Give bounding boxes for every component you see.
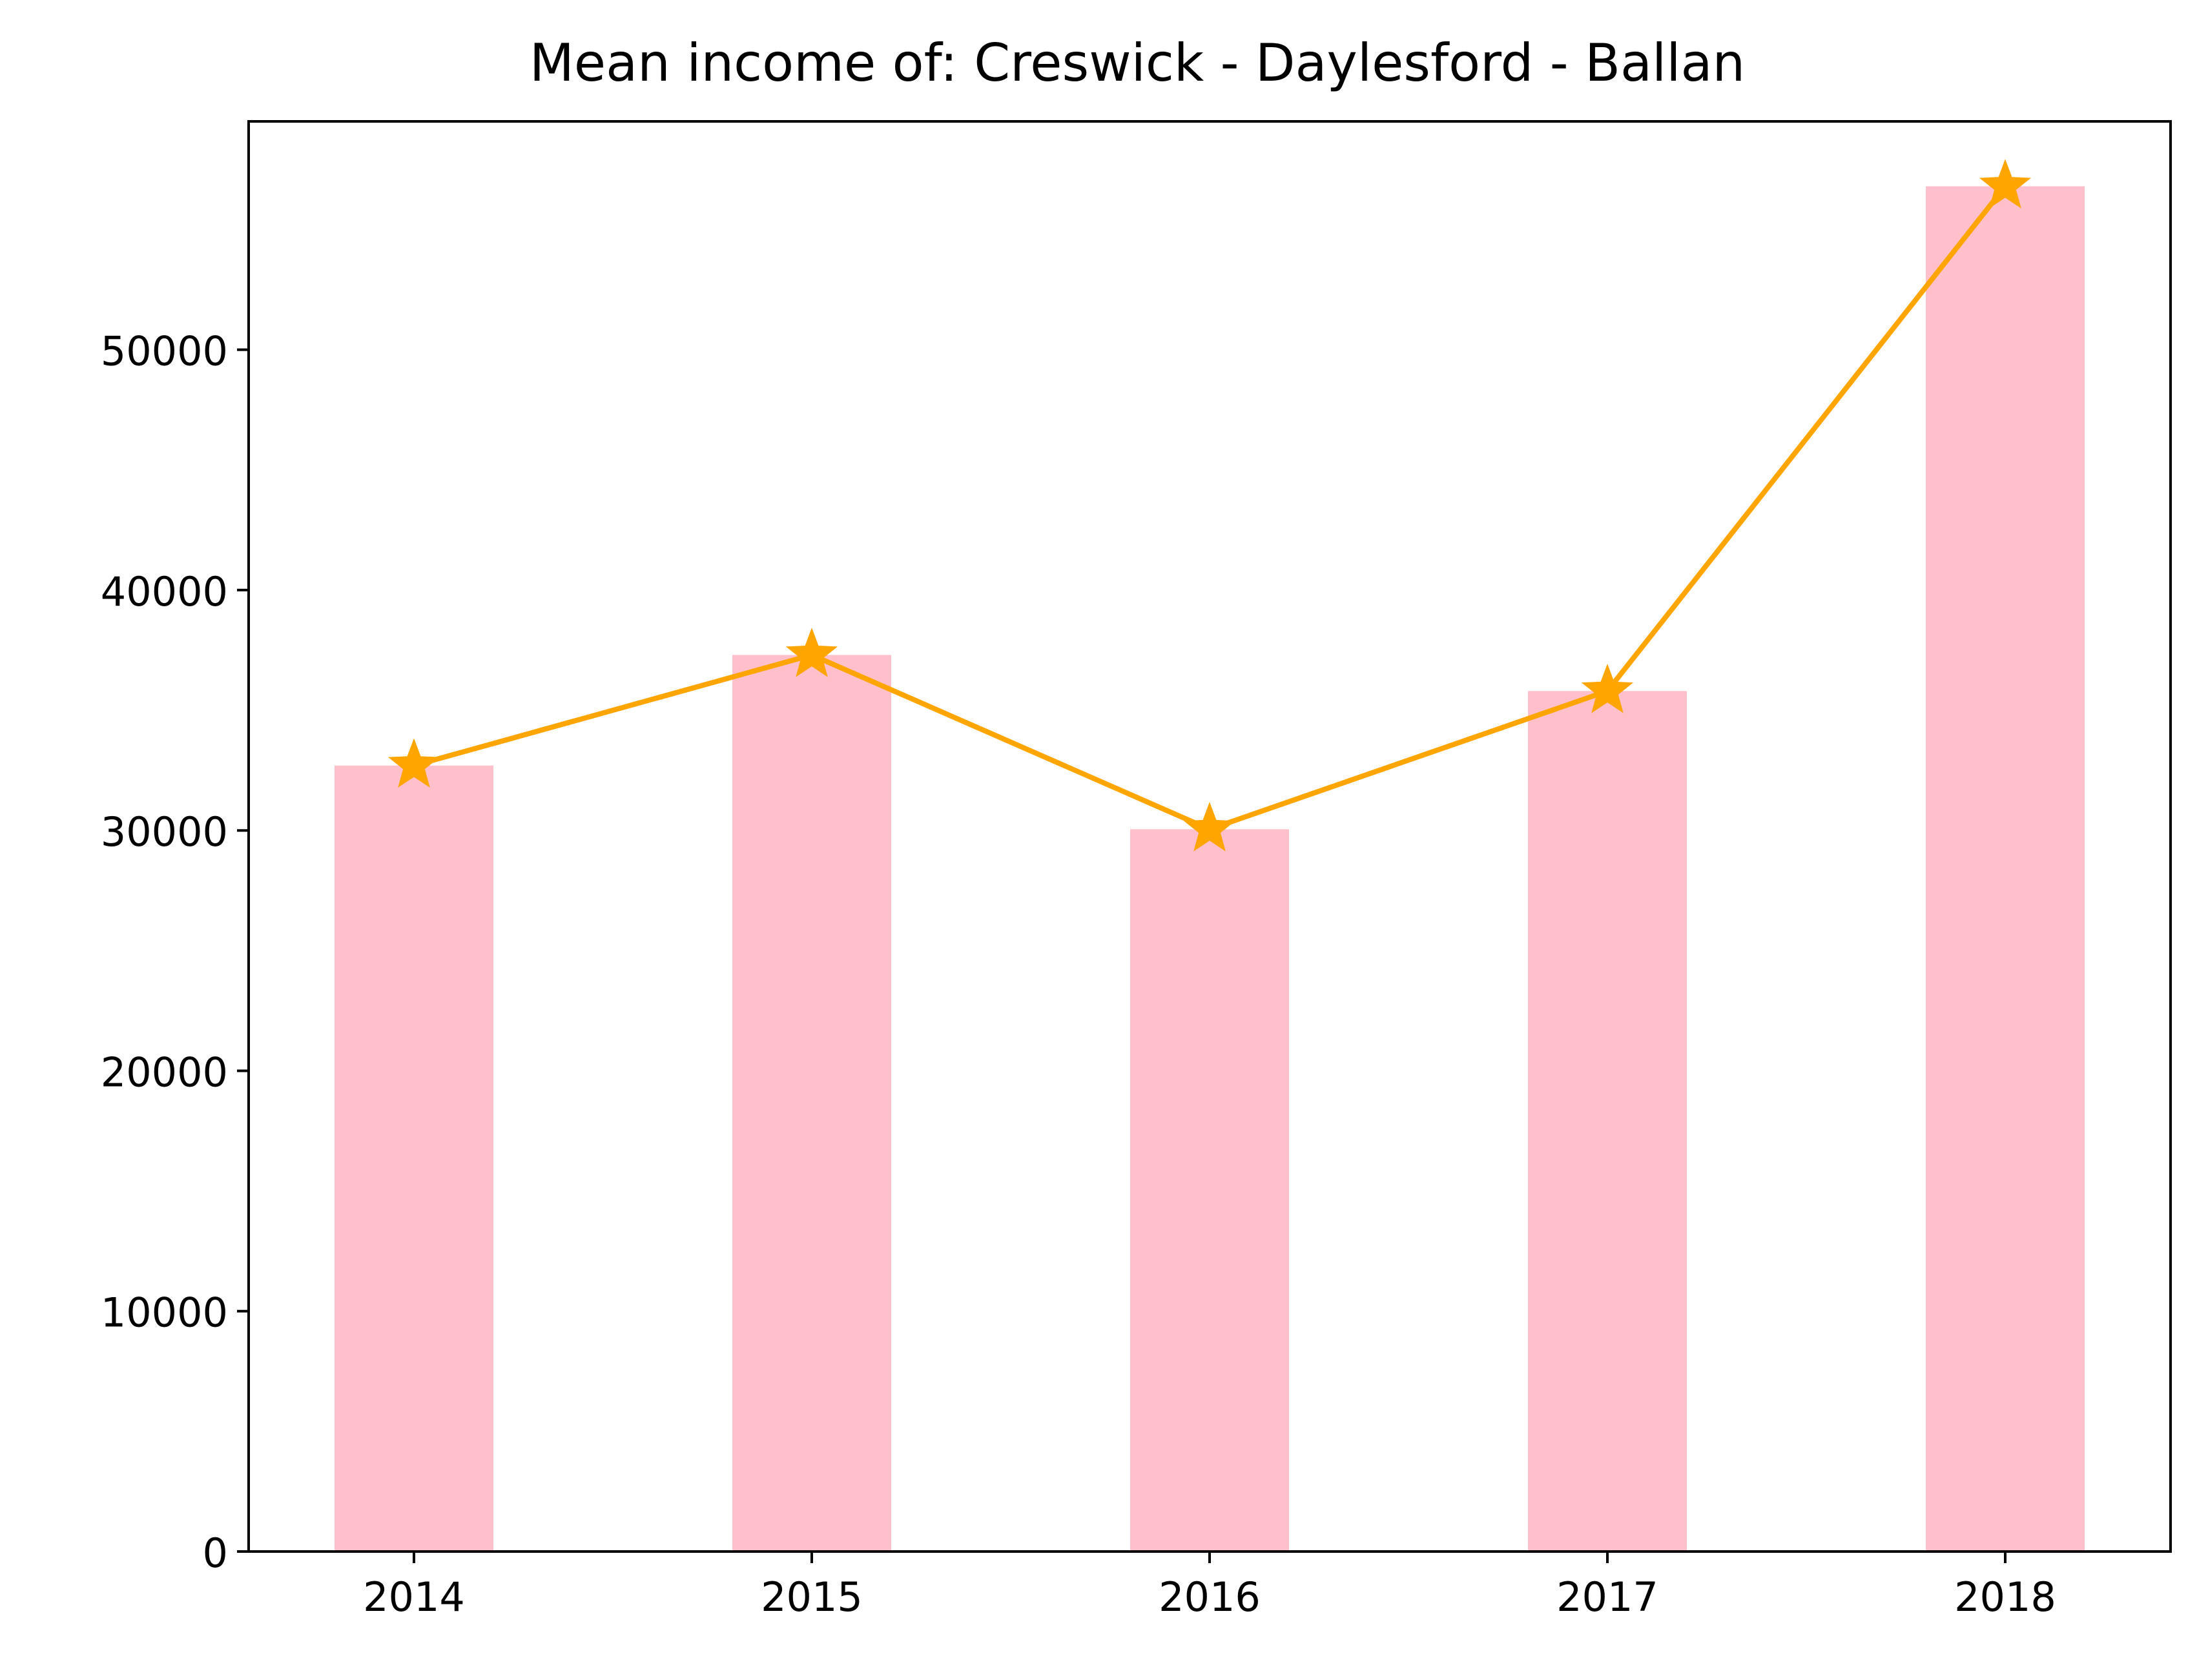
y-tick-label: 40000 xyxy=(101,568,228,615)
bar-2018 xyxy=(1926,186,2085,1552)
y-tick-label: 30000 xyxy=(101,808,228,855)
x-tick-label: 2018 xyxy=(1954,1573,2056,1621)
star-marker-2015 xyxy=(785,628,838,677)
star-marker-2018 xyxy=(1979,159,2032,209)
plot-frame xyxy=(247,120,2172,1553)
y-tick-label: 10000 xyxy=(101,1289,228,1337)
x-tick-label: 2017 xyxy=(1556,1573,1658,1621)
bar-2016 xyxy=(1130,829,1289,1552)
bar-2017 xyxy=(1528,691,1687,1552)
x-tick-label: 2016 xyxy=(1159,1573,1261,1621)
x-tick-label: 2014 xyxy=(363,1573,465,1621)
bar-group xyxy=(335,186,2085,1552)
bar-2015 xyxy=(732,655,891,1552)
chart-title: Mean income of: Creswick - Daylesford - … xyxy=(530,33,1745,93)
y-tick-label: 20000 xyxy=(101,1049,228,1096)
line-series xyxy=(387,159,2032,852)
bar-2014 xyxy=(335,765,493,1552)
star-marker-2016 xyxy=(1183,802,1236,852)
series-line xyxy=(413,185,2008,832)
y-tick-label: 50000 xyxy=(101,328,228,375)
x-tick-label: 2015 xyxy=(761,1573,863,1621)
y-tick-label: 0 xyxy=(203,1530,228,1577)
axes: 0 10000 20000 30000 40000 50000 2014 2015 2016 20… xyxy=(101,328,2056,1621)
star-marker-2017 xyxy=(1581,664,1634,713)
star-marker-2014 xyxy=(387,738,440,788)
